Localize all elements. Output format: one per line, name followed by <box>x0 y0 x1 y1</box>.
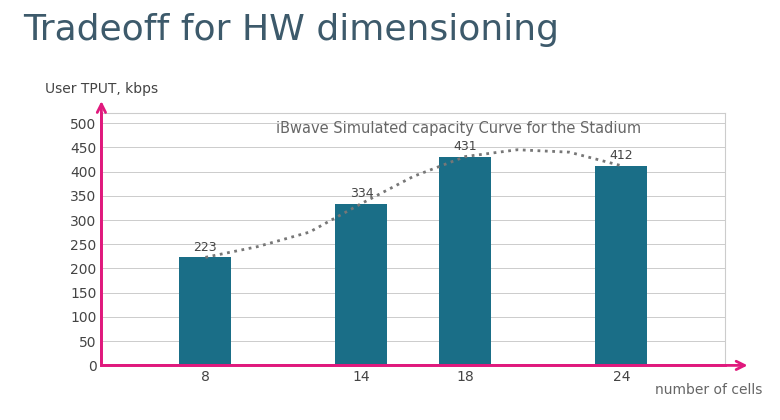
Bar <box>439 157 491 365</box>
Text: 223: 223 <box>193 241 217 254</box>
Text: number of cells: number of cells <box>655 383 763 397</box>
Text: User TPUT, kbps: User TPUT, kbps <box>45 82 158 96</box>
Bar <box>179 257 232 365</box>
Text: 431: 431 <box>454 140 477 153</box>
Text: iBwave Simulated capacity Curve for the Stadium: iBwave Simulated capacity Curve for the … <box>276 121 641 136</box>
Text: 412: 412 <box>610 150 633 163</box>
Text: 334: 334 <box>349 187 373 200</box>
Bar <box>595 166 647 365</box>
Text: Tradeoff for HW dimensioning: Tradeoff for HW dimensioning <box>23 13 559 47</box>
Bar <box>335 204 388 365</box>
